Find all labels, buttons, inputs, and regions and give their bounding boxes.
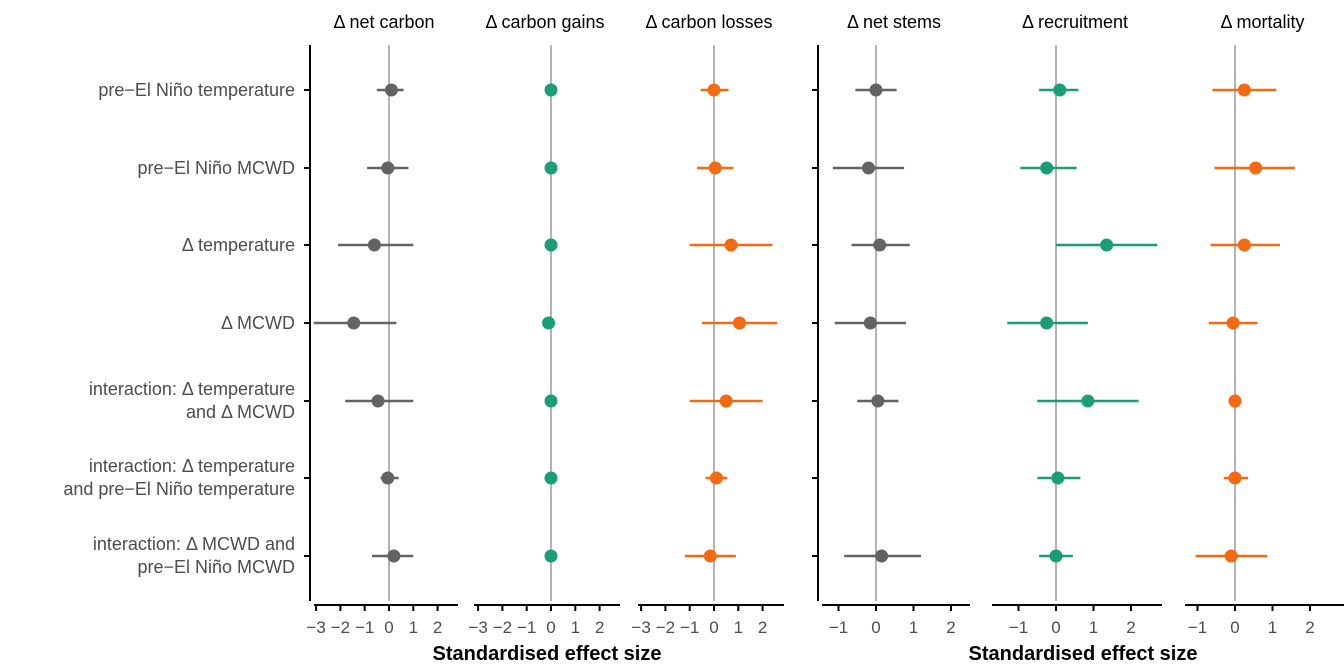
- estimate-point: [1040, 161, 1054, 175]
- estimate-point: [381, 471, 395, 485]
- estimate-point: [1051, 471, 1065, 485]
- panel-title: Δ carbon losses: [645, 12, 772, 32]
- row-label: and pre−El Niño temperature: [63, 479, 295, 499]
- panel-1: Δ carbon gains −3 −2 −1 0 1 2: [468, 12, 620, 637]
- estimate-point: [347, 316, 361, 330]
- x-axis-labels: Standardised effect size Standardised eff…: [433, 643, 1198, 664]
- x-tick-label: 0: [709, 618, 718, 637]
- estimate-point: [1228, 394, 1242, 408]
- estimate-point: [387, 549, 401, 563]
- x-tick-label: 1: [571, 618, 580, 637]
- x-tick-label: 2: [595, 618, 604, 637]
- x-axis-title: Standardised effect size: [969, 643, 1198, 664]
- x-tick-label: 2: [946, 618, 955, 637]
- estimate-point: [703, 549, 717, 563]
- x-tick-label: 1: [909, 618, 918, 637]
- row-label: pre−El Niño MCWD: [137, 557, 295, 577]
- x-tick-label: 1: [409, 618, 418, 637]
- x-tick-label: −3: [306, 618, 325, 637]
- x-tick-label: 0: [1051, 618, 1060, 637]
- estimate-point: [544, 394, 558, 408]
- estimate-point: [1237, 83, 1251, 97]
- x-tick-label: −1: [517, 618, 536, 637]
- estimate-point: [544, 238, 558, 252]
- estimate-point: [871, 394, 885, 408]
- row-label: Δ temperature: [182, 235, 295, 255]
- x-tick-label: −3: [468, 618, 487, 637]
- estimate-point: [1226, 316, 1240, 330]
- x-tick-label: 2: [1126, 618, 1135, 637]
- x-tick-label: −1: [829, 618, 848, 637]
- row-label: pre−El Niño MCWD: [137, 158, 295, 178]
- estimate-point: [381, 161, 395, 175]
- row-label: and Δ MCWD: [186, 402, 295, 422]
- estimate-point: [1224, 549, 1238, 563]
- x-tick-label: 1: [1089, 618, 1098, 637]
- estimate-point: [1249, 161, 1263, 175]
- x-tick-label: 2: [758, 618, 767, 637]
- estimate-point: [367, 238, 381, 252]
- x-tick-label: 0: [546, 618, 555, 637]
- x-tick-label: −1: [680, 618, 699, 637]
- estimate-point: [1081, 394, 1095, 408]
- row-label: interaction: Δ temperature: [89, 379, 295, 399]
- panel-3: Δ net stems −1 0 1 2: [822, 12, 970, 637]
- estimate-point: [869, 83, 883, 97]
- estimate-point: [709, 471, 723, 485]
- estimate-point: [1237, 238, 1251, 252]
- x-tick-label: 1: [734, 618, 743, 637]
- estimate-point: [724, 238, 738, 252]
- row-label: interaction: Δ MCWD and: [93, 534, 295, 554]
- x-tick-label: −1: [1009, 618, 1028, 637]
- estimate-point: [873, 238, 887, 252]
- x-tick-label: 0: [1230, 618, 1239, 637]
- x-tick-label: 1: [1268, 618, 1277, 637]
- panel-2: Δ carbon losses −3 −2 −1 0 1 2: [631, 12, 784, 637]
- estimate-point: [544, 161, 558, 175]
- estimate-point: [544, 83, 558, 97]
- row-label: interaction: Δ temperature: [89, 456, 295, 476]
- x-tick-label: −1: [355, 618, 374, 637]
- estimate-point: [544, 549, 558, 563]
- estimate-point: [1100, 238, 1114, 252]
- x-tick-label: −3: [631, 618, 650, 637]
- x-tick-label: −2: [656, 618, 675, 637]
- panel-title: Δ mortality: [1220, 12, 1304, 32]
- estimate-point: [708, 161, 722, 175]
- panel-5: Δ mortality −1 0 1 2: [1185, 12, 1344, 637]
- x-tick-label: −2: [493, 618, 512, 637]
- panel-0: Δ net carbon −3 −2 −1 0 1 2: [306, 12, 458, 637]
- panel-4: Δ recruitment −1 0 1 2: [992, 12, 1162, 637]
- estimate-point: [1228, 471, 1242, 485]
- estimate-point: [384, 83, 398, 97]
- estimate-point: [1049, 549, 1063, 563]
- estimate-point: [719, 394, 733, 408]
- x-tick-label: 2: [1305, 618, 1314, 637]
- row-labels: pre−El Niño temperature pre−El Niño MCWD Δ…: [63, 80, 295, 577]
- panel-title: Δ carbon gains: [485, 12, 604, 32]
- estimate-point: [875, 549, 889, 563]
- estimate-point: [542, 316, 556, 330]
- x-tick-label: 0: [384, 618, 393, 637]
- x-tick-label: −1: [1188, 618, 1207, 637]
- panel-title: Δ net stems: [847, 12, 941, 32]
- panel-title: Δ recruitment: [1022, 12, 1128, 32]
- estimate-point: [544, 471, 558, 485]
- estimate-point: [1053, 83, 1067, 97]
- estimate-point: [707, 83, 721, 97]
- estimate-point: [862, 161, 875, 175]
- estimate-point: [863, 316, 877, 330]
- x-axis-title: Standardised effect size: [433, 643, 662, 664]
- row-label: pre−El Niño temperature: [98, 80, 295, 100]
- x-tick-label: −2: [331, 618, 350, 637]
- estimate-point: [1040, 316, 1054, 330]
- estimate-point: [733, 316, 747, 330]
- panels: Δ net carbon−3 −2 −1 0 1 2Δ carbon gains−3 −2−…: [304, 12, 1344, 637]
- estimate-point: [371, 394, 385, 408]
- x-tick-label: 0: [871, 618, 880, 637]
- x-tick-label: 2: [433, 618, 442, 637]
- panel-title: Δ net carbon: [333, 12, 434, 32]
- row-label: Δ MCWD: [221, 313, 295, 333]
